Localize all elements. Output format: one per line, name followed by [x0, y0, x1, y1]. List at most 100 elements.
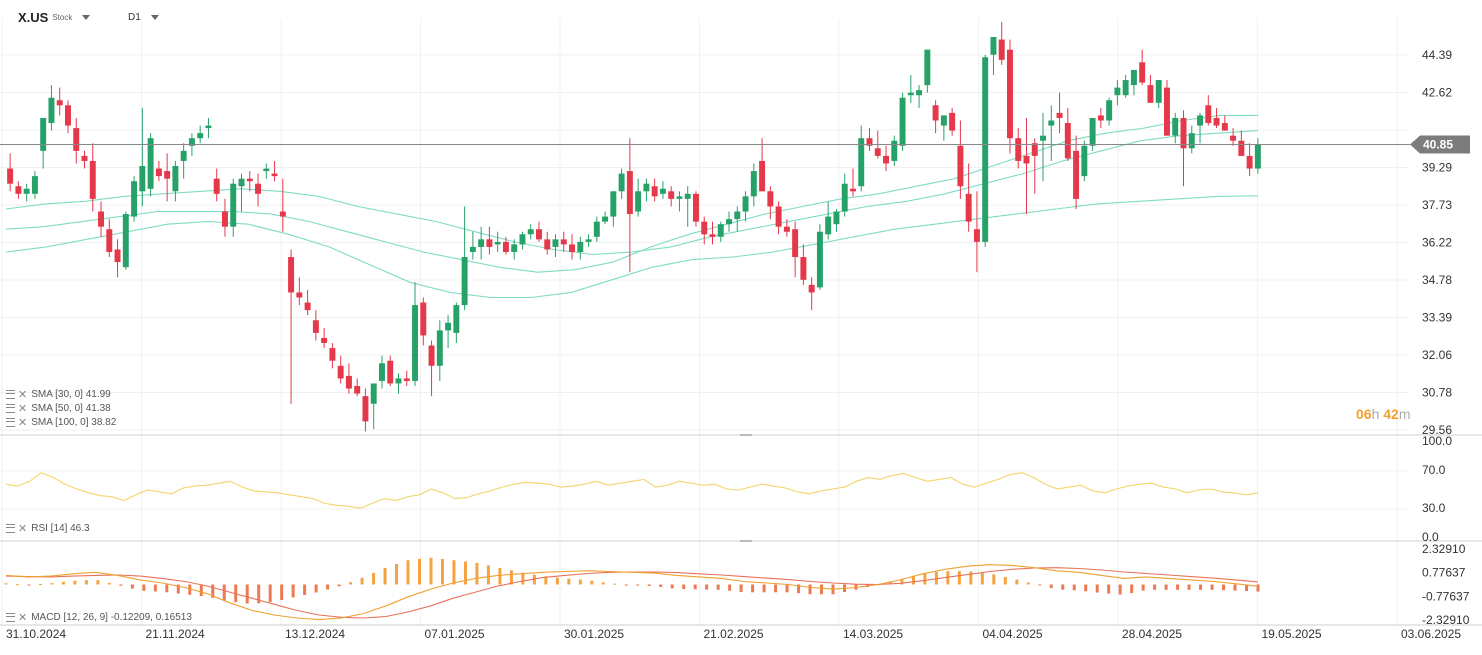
candle-body — [89, 160, 96, 199]
macd-line — [5, 564, 1259, 621]
macd-bar — [1003, 576, 1007, 585]
macd-bar — [222, 584, 226, 601]
candle — [461, 206, 468, 311]
macd-bar — [96, 580, 100, 585]
candle-body — [643, 183, 650, 192]
candle-body — [800, 257, 807, 280]
candle-body — [676, 196, 683, 199]
sma30-line — [5, 114, 1258, 273]
candle-body — [48, 97, 55, 124]
candle — [172, 160, 179, 202]
candle-body — [1031, 143, 1038, 156]
legend-rsi[interactable]: ✕ RSI [14] 46.3 — [6, 522, 90, 535]
candle-body — [535, 229, 542, 240]
macd-bar — [1107, 584, 1111, 594]
candle-body — [321, 337, 328, 344]
candle-body — [329, 348, 336, 361]
candle-body — [833, 211, 840, 225]
candle — [1254, 138, 1261, 174]
timeframe-selector[interactable]: D1 — [128, 6, 159, 28]
close-icon[interactable]: ✕ — [18, 389, 28, 401]
macd-bar — [1141, 584, 1145, 591]
macd-bar — [762, 584, 766, 593]
candle-body — [924, 49, 931, 86]
candle — [1040, 112, 1047, 182]
candle-body — [387, 360, 394, 384]
candle-body — [973, 229, 980, 242]
close-icon[interactable]: ✕ — [18, 417, 28, 429]
candle — [378, 355, 385, 389]
candle — [1221, 115, 1228, 131]
candle — [1031, 138, 1038, 194]
menu-icon[interactable] — [6, 418, 15, 427]
candle — [122, 211, 129, 270]
candle — [139, 107, 146, 207]
macd-bar — [372, 572, 376, 585]
symbol-selector[interactable]: X.US Stock — [18, 6, 91, 28]
candle-body — [1097, 115, 1104, 121]
candle-body — [155, 168, 162, 177]
rsi-axis-label: 0.0 — [1422, 530, 1439, 544]
candle — [279, 178, 286, 232]
candle-body — [98, 211, 105, 227]
candle-body — [1155, 80, 1162, 103]
candle-body — [1172, 117, 1179, 136]
candle-body — [478, 239, 485, 247]
macd-bar — [130, 584, 134, 589]
candle — [321, 327, 328, 349]
menu-icon[interactable] — [6, 613, 15, 622]
date-axis-label: 31.10.2024 — [6, 627, 66, 641]
macd-bar — [280, 584, 284, 600]
candle-body — [1015, 138, 1022, 161]
legend-sma50[interactable]: ✕ SMA [50, 0] 41.38 — [6, 402, 111, 415]
macd-bar — [808, 584, 812, 595]
grid — [0, 18, 1408, 625]
legend-sma30[interactable]: ✕ SMA [30, 0] 41.99 — [6, 388, 111, 401]
candle-body — [668, 191, 675, 199]
candle — [511, 239, 518, 260]
candle — [841, 173, 848, 217]
close-icon[interactable]: ✕ — [18, 403, 28, 415]
candle — [362, 388, 369, 432]
menu-icon[interactable] — [6, 524, 15, 533]
candle — [973, 191, 980, 273]
candle — [734, 206, 741, 232]
macd-bar — [521, 572, 525, 585]
candle — [56, 87, 63, 116]
legend-macd[interactable]: ✕ MACD [12, 26, 9] -0.12209, 0.16513 — [6, 611, 192, 624]
candle-body — [883, 155, 890, 164]
macd-bar — [613, 583, 617, 585]
candle-body — [370, 383, 377, 404]
candle — [7, 153, 14, 192]
candle-body — [825, 216, 832, 235]
legend-sma50-text: SMA [50, 0] 41.38 — [31, 403, 111, 414]
macd-bar — [751, 584, 755, 593]
candle — [602, 211, 609, 225]
macd-bar — [165, 584, 169, 593]
candle-body — [114, 249, 121, 263]
candle — [445, 315, 452, 349]
legend-sma100[interactable]: ✕ SMA [100, 0] 38.82 — [6, 416, 116, 429]
close-icon[interactable]: ✕ — [18, 523, 28, 535]
candle — [577, 236, 584, 260]
macd-bar — [119, 584, 123, 586]
candle — [1139, 49, 1146, 86]
candle — [1106, 97, 1113, 126]
candle — [1147, 74, 1154, 103]
candle — [312, 310, 319, 341]
menu-icon[interactable] — [6, 404, 15, 413]
close-icon[interactable]: ✕ — [18, 612, 28, 624]
menu-icon[interactable] — [6, 390, 15, 399]
macd-bar — [1084, 584, 1088, 592]
macd-bar — [268, 584, 272, 603]
macd-bar — [107, 582, 111, 585]
candle-body — [651, 186, 658, 197]
candle — [717, 221, 724, 242]
candle-body — [692, 193, 699, 222]
candle — [296, 277, 303, 306]
macd-bar — [61, 581, 65, 585]
macd-bar — [418, 558, 422, 585]
macd-bar — [257, 584, 261, 604]
